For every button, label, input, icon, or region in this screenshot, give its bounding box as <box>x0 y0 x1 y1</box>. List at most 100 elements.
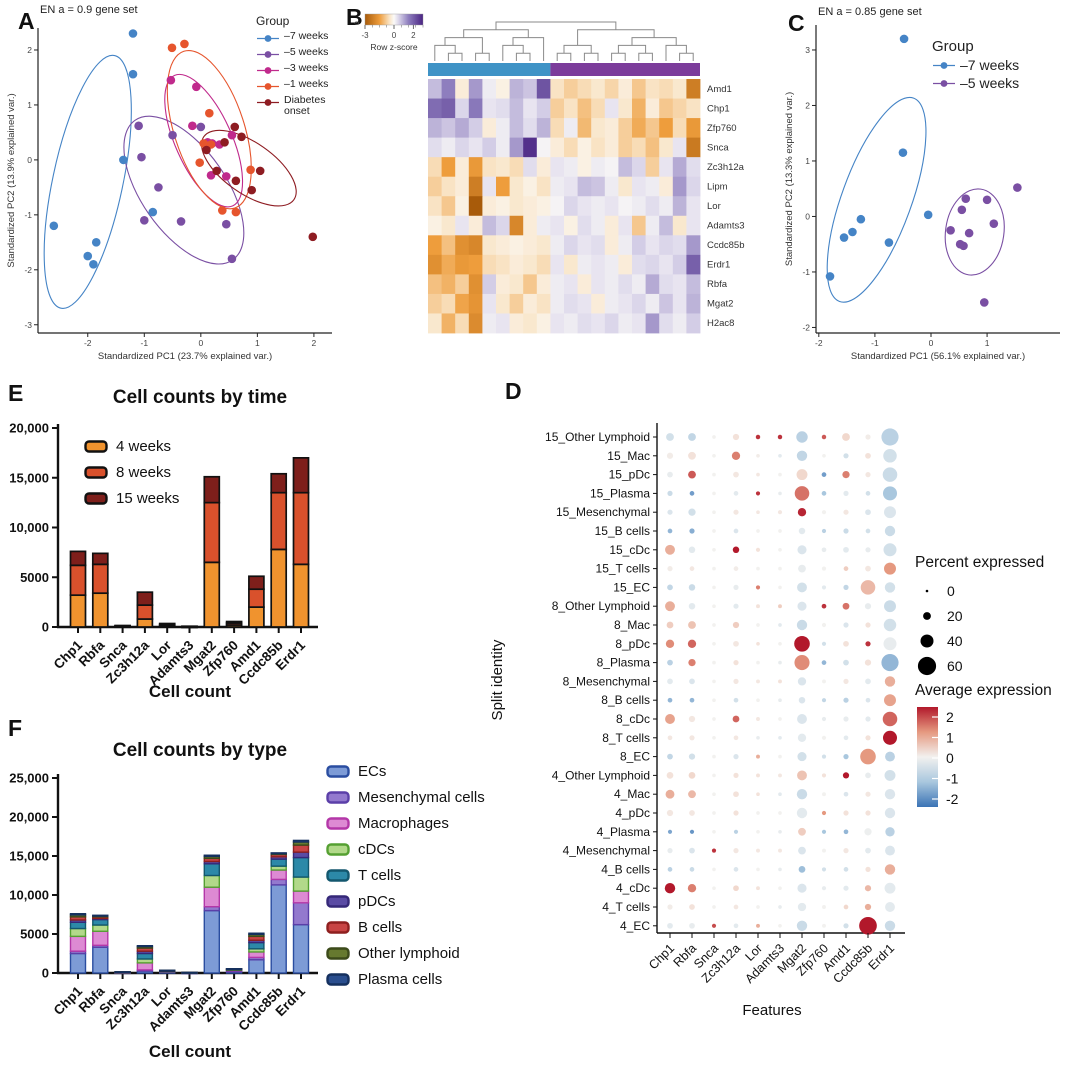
size-legend-dot <box>920 634 934 648</box>
heatmap-cell <box>604 118 619 139</box>
legend-dot <box>940 62 948 69</box>
expression-dot <box>756 829 760 834</box>
expression-dot <box>688 584 696 591</box>
expression-dot <box>733 810 739 816</box>
colorbar-tick-label: 0 <box>946 750 954 766</box>
expression-dot <box>712 679 716 684</box>
y-tick-label: -1 <box>802 267 810 277</box>
barchart-f: 0500010,00015,00020,00025,000Chp1RbfaSnc… <box>9 771 318 1061</box>
heatmap-cell <box>564 254 578 275</box>
heatmap-cell <box>686 118 701 139</box>
x-tick-label: -2 <box>815 338 823 348</box>
scatter-point <box>196 122 206 132</box>
color-key-title: Row z-score <box>370 42 418 52</box>
scatter-point <box>91 238 101 247</box>
y-tick-label: 0 <box>27 155 32 165</box>
expression-dot <box>756 811 760 815</box>
heatmap-cell <box>645 215 660 236</box>
bar-segment <box>69 921 87 930</box>
legend-swatch <box>326 868 350 882</box>
legend-dot <box>264 51 272 58</box>
heatmap-cell <box>428 98 442 119</box>
pca-plot-c: -2 -1 0 1 -2 -1 0 1 2 3 Standardized PC1 (56.1% ex… <box>784 25 1060 362</box>
heatmap-cell <box>632 313 646 334</box>
bar-segment <box>136 618 154 628</box>
legend-swatch-icon <box>326 868 350 882</box>
heatmap-cell <box>645 254 660 275</box>
expression-dot <box>796 619 808 631</box>
expression-dot <box>821 754 827 759</box>
expression-dot <box>756 923 760 928</box>
heatmap-cell <box>564 235 578 256</box>
legend-swatch-icon <box>326 946 350 960</box>
heatmap-cell <box>482 118 497 139</box>
legend-swatch <box>326 816 350 830</box>
expression-dot <box>821 773 827 778</box>
dendrogram-branch <box>611 52 626 61</box>
legend-swatch <box>326 946 350 960</box>
bar-segment <box>225 620 243 624</box>
bar-segment <box>136 944 154 948</box>
y-tick-label: -1 <box>24 210 32 220</box>
expression-dot <box>885 902 895 912</box>
heatmap-cell <box>618 98 633 119</box>
expression-dot <box>712 566 716 571</box>
legend-item: T cells <box>326 862 485 888</box>
heatmap-cell <box>428 176 442 197</box>
legend-marker-icon <box>257 51 279 58</box>
expression-dot <box>884 807 896 819</box>
heatmap-cell <box>591 293 606 314</box>
heatmap-cell <box>523 215 538 236</box>
y-tick-label: 5000 <box>20 570 49 585</box>
heatmap-cell <box>468 79 483 99</box>
scatter-point <box>308 232 318 242</box>
expression-dot <box>733 754 739 760</box>
expression-dot <box>821 735 827 740</box>
expression-dot <box>796 469 808 481</box>
scatter-point <box>230 122 240 132</box>
bar-segment <box>292 856 310 878</box>
expression-dot <box>688 621 696 629</box>
expression-dot <box>733 885 739 892</box>
identity-label: 15_Other Lymphoid <box>545 430 650 444</box>
expression-dot <box>778 773 782 778</box>
legend-item: –7 weeks <box>932 58 1052 73</box>
legend-marker-icon <box>257 99 279 106</box>
expression-dot <box>712 735 716 740</box>
legend-swatch-icon <box>326 842 350 856</box>
expression-dot <box>688 658 696 667</box>
expression-dot <box>777 434 783 440</box>
bar-segment <box>91 552 109 566</box>
heatmap-cell <box>536 176 551 197</box>
panel-a: A EN a = 0.9 gene set -2 -1 0 1 2 -3 -2 -1 0 1 2 St… <box>6 2 340 364</box>
bar-segment <box>270 852 287 855</box>
bar-segment <box>270 878 287 886</box>
expression-dot <box>756 641 760 646</box>
heatmap-cell <box>577 235 592 256</box>
expression-dot <box>843 659 849 666</box>
legend-item-label: –5 weeks <box>960 74 1020 91</box>
heatmap-cell <box>496 254 510 275</box>
expression-dot <box>797 508 807 517</box>
bar-segment <box>136 604 154 620</box>
legend-item: –5 weeks <box>256 46 340 60</box>
expression-dot <box>733 640 739 647</box>
bar-segment <box>69 594 87 628</box>
expression-dot <box>843 566 849 571</box>
bar-segment <box>248 932 265 936</box>
scatter-point <box>959 241 968 251</box>
scatter-point <box>227 130 237 140</box>
expression-dot <box>689 697 695 703</box>
heatmap-cell <box>428 293 442 314</box>
heatmap-cell <box>509 157 524 178</box>
legend-swatch-icon <box>326 972 350 986</box>
heatmap-cell <box>577 157 592 178</box>
heatmap-cell <box>659 274 674 295</box>
heatmap-cell <box>659 313 674 334</box>
expression-dot <box>821 434 827 440</box>
scatter-point <box>49 221 59 231</box>
heatmap-cell <box>564 293 578 314</box>
heatmap-cell <box>550 98 565 119</box>
expression-dot <box>884 864 896 875</box>
expression-dot <box>822 679 826 684</box>
